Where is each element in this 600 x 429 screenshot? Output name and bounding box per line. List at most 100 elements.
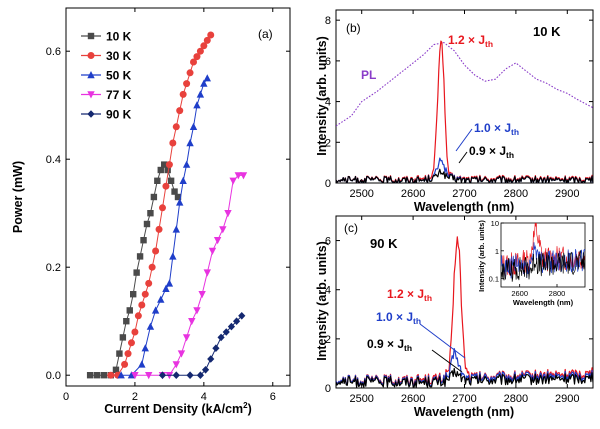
panel-b-series-pl (336, 42, 593, 127)
point-50k (162, 284, 170, 292)
point-77k (198, 291, 206, 299)
point-10k (130, 291, 137, 298)
panel-b-ticks: 2500 2600 2700 2800 2900 0 2 4 6 8 (325, 10, 593, 200)
point-77k (182, 334, 191, 342)
inset-series (501, 223, 585, 282)
point-30k (186, 69, 194, 77)
panel-a-legend: 10 K 30 K 50 K 77 K 90 K (81, 30, 132, 122)
panel-b-y-tick-label: 8 (325, 15, 331, 27)
panel-a-y-tick-label: 0.2 (46, 262, 61, 274)
point-50k (179, 176, 187, 184)
panel-c-x-tick-label: 2600 (401, 393, 425, 405)
point-10k (157, 166, 164, 174)
point-50k (182, 160, 191, 168)
panel-c-y-tick-label: 4 (325, 285, 331, 297)
panel-b-series (336, 40, 593, 183)
point-30k (107, 371, 115, 379)
panel-b-y-tick-label: 2 (325, 137, 331, 149)
point-90k (207, 355, 215, 363)
point-10k (119, 334, 127, 341)
point-50k (189, 122, 198, 130)
inset-y-axis-label: Intensity (arb. units) (477, 220, 486, 292)
panel-b-series-1.2-jth (336, 40, 593, 183)
point-77k (229, 177, 237, 185)
point-10k (123, 318, 130, 325)
panel-a-ticks: 0 2 4 6 0.0 0.2 0.4 0.6 (46, 8, 290, 403)
point-10k (93, 372, 101, 379)
inset-x-tick-label: 2800 (549, 289, 566, 298)
panel-a-x-axis-label: Current Density (kA/cm2) (104, 401, 252, 416)
point-30k (148, 263, 156, 271)
panel-b-x-tick-label: 2800 (504, 188, 528, 200)
annotation-b-1.2jth: 1.2 × Jth (448, 33, 493, 49)
annotation-c-arrow-blue (419, 323, 466, 359)
point-30k (196, 47, 204, 55)
panel-a-series (86, 31, 248, 380)
legend-marker-90k (87, 110, 95, 118)
annotation-b-0.9jth: 0.9 × Jth (469, 144, 514, 160)
point-30k (138, 301, 146, 309)
point-77k (224, 210, 232, 218)
point-10k (133, 269, 140, 276)
point-50k (203, 74, 211, 82)
legend-label-90k: 90 K (106, 108, 132, 122)
point-30k (179, 90, 187, 98)
inset-series-1.0-jth (501, 242, 585, 279)
panel-a-x-tick-label: 6 (270, 391, 276, 403)
point-10k (116, 350, 123, 357)
annotation-b-arrow-blue (455, 128, 473, 152)
panel-b-y-tick-label: 6 (325, 56, 331, 68)
inset-y-tick-label: 0.1 (489, 275, 499, 284)
point-90k (212, 344, 220, 352)
inset-x-tick-label: 2600 (511, 289, 528, 298)
point-50k (165, 279, 174, 287)
panel-b-x-tick-label: 2600 (401, 188, 425, 200)
point-10k (100, 372, 108, 379)
point-30k (165, 161, 173, 169)
point-50k (146, 322, 155, 330)
point-50k (138, 360, 146, 368)
panel-a-y-axis-label: Power (mW) (11, 161, 25, 233)
series-line-50k (121, 77, 208, 376)
point-50k (176, 198, 184, 206)
panel-a-x-tick-label: 2 (132, 391, 138, 403)
point-50k (127, 371, 136, 379)
panel-b-x-tick-label: 2900 (555, 188, 579, 200)
point-30k (127, 339, 135, 347)
panel-b: 2500 2600 2700 2800 2900 0 2 4 6 8 (b) 10 K Wavel… (315, 9, 594, 214)
point-77k (193, 307, 201, 315)
panel-c-x-tick-label: 2500 (349, 393, 373, 405)
panel-c-x-tick-label: 2700 (452, 393, 476, 405)
inset-frame (500, 222, 586, 288)
annotation-c-0.9jth: 0.9 × Jth (367, 337, 412, 353)
point-77k (188, 318, 196, 326)
point-90k (217, 333, 225, 342)
point-90k (222, 328, 230, 336)
point-30k (169, 139, 177, 147)
point-90k (186, 371, 194, 379)
point-50k (200, 79, 208, 87)
point-30k (131, 328, 139, 336)
legend-marker-30k (87, 52, 95, 59)
panel-a: 0 2 4 6 0.0 0.2 0.4 0.6 (a) Current Density (kA… (11, 7, 291, 416)
panel-a-label: (a) (258, 27, 273, 41)
point-77k (219, 226, 227, 234)
point-10k (147, 210, 154, 217)
point-50k (186, 139, 194, 147)
point-10k (140, 237, 147, 244)
point-77k (145, 372, 153, 380)
point-90k (172, 371, 180, 379)
point-10k (143, 220, 151, 228)
legend-marker-10k (87, 32, 95, 40)
point-50k (157, 295, 165, 303)
panel-c: 2500 2600 2700 2800 2900 0 2 4 6 (c) 90 K Wavele… (315, 215, 594, 419)
point-90k (227, 322, 236, 331)
panel-c-y-tick-label: 0 (325, 383, 331, 395)
point-10k (154, 177, 161, 184)
point-90k (238, 312, 246, 320)
panel-b-x-axis-label: Wavelength (nm) (414, 200, 514, 214)
inset-y-tick-label: 1 (495, 247, 499, 256)
point-50k (172, 225, 180, 233)
point-10k (161, 161, 168, 168)
